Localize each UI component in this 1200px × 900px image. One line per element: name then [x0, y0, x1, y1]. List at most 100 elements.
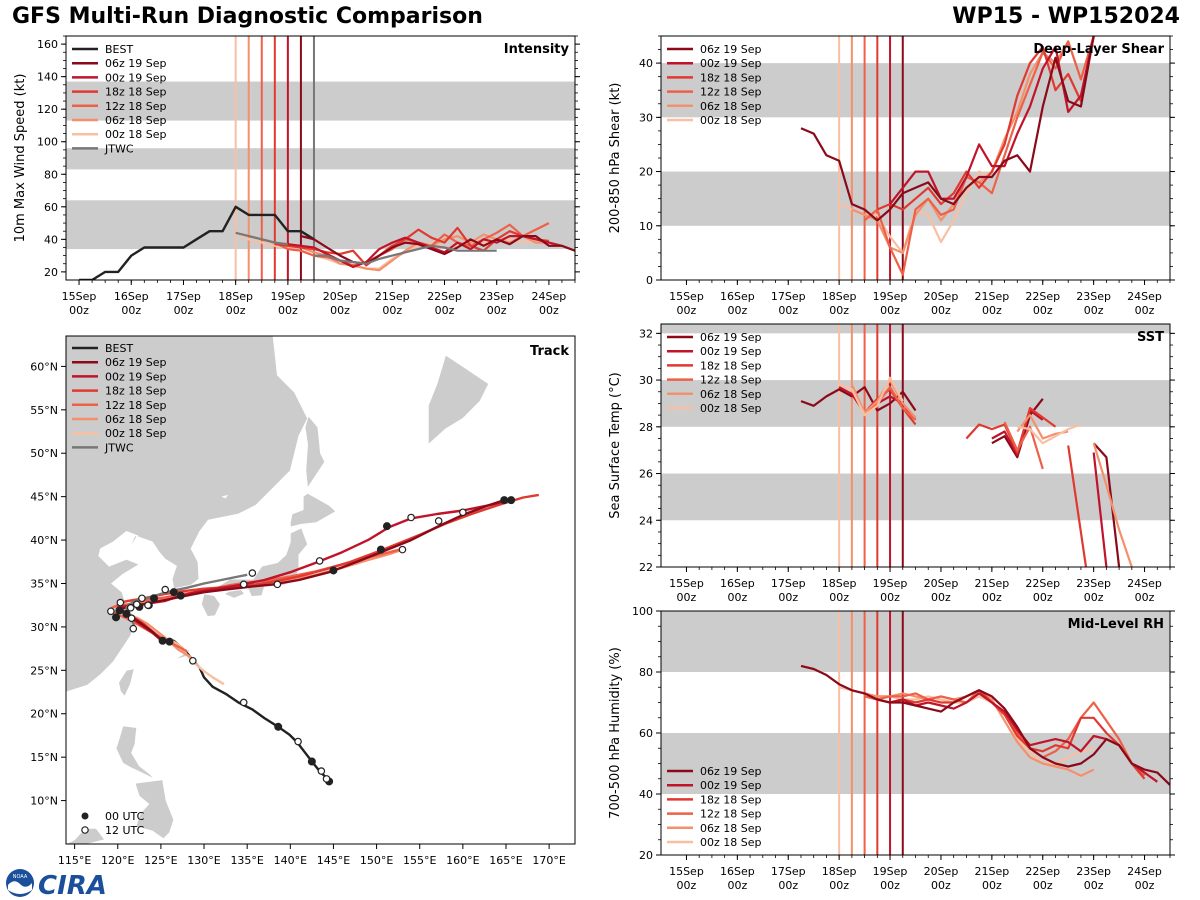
- x-tick-label-7: 22Sep 00z: [1025, 577, 1060, 604]
- series-line-8: [235, 231, 289, 246]
- series-sst: [800, 376, 1133, 567]
- x-tick-label-line: 21Sep: [375, 290, 410, 303]
- x-tick-label-line: 00z: [1135, 879, 1155, 892]
- x-tick-label-8: 23Sep 00z: [1076, 290, 1111, 317]
- marker-legend-12utc-label: 12 UTC: [105, 824, 145, 837]
- x-tick-label-line: 18Sep: [822, 290, 857, 303]
- band-sst-2: [661, 324, 1170, 334]
- y-tick-label-1: 40: [44, 233, 58, 246]
- panel-title-sst: SST: [1137, 330, 1164, 345]
- marker-12utc-15: [315, 557, 324, 565]
- land-taiwan: [118, 668, 135, 698]
- x-tick-label-line: 00z: [1084, 879, 1104, 892]
- x-tick-label-line: 00z: [677, 591, 697, 604]
- legend-label-5: 00z 18 Sep: [700, 836, 762, 849]
- legend-label-1: 00z 19 Sep: [700, 57, 762, 70]
- y-tick-label-5: 32: [639, 327, 653, 340]
- x-tick-label-6: 21Sep 00z: [974, 577, 1009, 604]
- x-tick-label-line: 23Sep: [479, 290, 514, 303]
- x-tick-label-3: 18Sep 00z: [822, 865, 857, 892]
- y-tick-label-3: 80: [639, 666, 653, 679]
- x-tick-label-line: 23Sep: [1076, 865, 1111, 878]
- x-tick-label-4: 19Sep 00z: [271, 290, 306, 317]
- x-tick-label-line: 00z: [1135, 591, 1155, 604]
- series-line-5: [800, 36, 1095, 222]
- legend-label-1: 06z 19 Sep: [105, 57, 167, 70]
- x-tick-label-3: 18Sep 00z: [822, 290, 857, 317]
- y-tick-label-6: 140: [37, 71, 58, 84]
- y-tick-label-0: 0: [646, 274, 653, 287]
- x-tick-label-line: 16Sep: [114, 290, 149, 303]
- band-intensity-1: [66, 148, 575, 170]
- legend-label-0: BEST: [105, 342, 133, 355]
- x-tick-label-4: 19Sep 00z: [873, 577, 908, 604]
- x-tick-label-line: 24Sep: [532, 290, 567, 303]
- marker-12utc-16: [398, 545, 407, 554]
- x-tick-label-line: 00z: [880, 304, 900, 317]
- y-tick-label-1: 10: [639, 220, 653, 233]
- panel-title-track: Track: [530, 344, 569, 359]
- legend-label-0: 06z 19 Sep: [700, 765, 762, 778]
- lake-lake: [221, 494, 229, 499]
- x-tick-label-line: 24Sep: [1127, 865, 1162, 878]
- marker-12utc-14: [273, 580, 282, 589]
- marker-legend-00utc-label: 00 UTC: [105, 810, 145, 823]
- x-tick-label-line: 00z: [1033, 591, 1053, 604]
- marker-12utc-10: [144, 601, 152, 609]
- y-axis-label-rh: 700-500 hPa Humidity (%): [608, 647, 623, 819]
- legend-label-0: BEST: [105, 43, 133, 56]
- x-tick-label-line: 19Sep: [271, 290, 306, 303]
- x-tick-label-line: 15Sep: [669, 290, 704, 303]
- lon-tick-label-0: 115°E: [58, 854, 91, 867]
- y-tick-label-2: 26: [639, 468, 653, 481]
- x-tick-label-line: 20Sep: [323, 290, 358, 303]
- series-line-13: [1092, 442, 1133, 567]
- x-tick-label-line: 24Sep: [1127, 290, 1162, 303]
- lon-tick-label-6: 145°E: [317, 854, 350, 867]
- x-tick-label-line: 20Sep: [924, 865, 959, 878]
- x-tick-label-2: 17Sep 00z: [771, 290, 806, 317]
- x-tick-label-line: 16Sep: [720, 290, 755, 303]
- marker-00utc-7: [112, 613, 121, 622]
- marker-12utc-3: [239, 698, 248, 707]
- marker-12utc-5: [129, 624, 138, 633]
- marker-12utc-6: [107, 607, 115, 616]
- x-tick-label-line: 00z: [226, 304, 246, 317]
- x-tick-label-line: 00z: [1033, 304, 1053, 317]
- x-tick-label-2: 17Sep 00z: [166, 290, 201, 317]
- legend-label-7: JTWC: [104, 441, 134, 454]
- x-tick-label-line: 17Sep: [771, 577, 806, 590]
- series-line-15: [1017, 423, 1082, 445]
- x-tick-label-line: 00z: [1084, 304, 1104, 317]
- x-tick-label-line: 00z: [931, 304, 951, 317]
- lon-tick-label-4: 135°E: [230, 854, 263, 867]
- x-tick-label-5: 20Sep 00z: [924, 577, 959, 604]
- x-tick-label-line: 00z: [539, 304, 559, 317]
- legend-label-4: 12z 18 Sep: [105, 399, 167, 412]
- y-tick-label-0: 20: [44, 266, 58, 279]
- x-tick-label-8: 23Sep 00z: [479, 290, 514, 317]
- series-line-6: [863, 388, 917, 426]
- marker-00utc-9: [149, 594, 158, 603]
- land-kyushu: [200, 593, 221, 617]
- y-tick-label-3: 28: [639, 421, 653, 434]
- x-tick-label-line: 00z: [1135, 304, 1155, 317]
- x-tick-label-line: 00z: [435, 304, 455, 317]
- lon-tick-label-1: 120°E: [101, 854, 134, 867]
- x-tick-label-line: 00z: [727, 304, 747, 317]
- y-tick-label-3: 80: [44, 168, 58, 181]
- x-tick-label-3: 18Sep 00z: [218, 290, 253, 317]
- y-tick-label-1: 24: [639, 514, 653, 527]
- legend-label-6: 00z 18 Sep: [105, 427, 167, 440]
- legend-label-5: 06z 18 Sep: [105, 413, 167, 426]
- x-tick-label-7: 22Sep 00z: [427, 290, 462, 317]
- x-tick-label-line: 19Sep: [873, 290, 908, 303]
- x-tick-label-line: 19Sep: [873, 577, 908, 590]
- marker-12utc-2: [294, 737, 302, 746]
- marker-12utc-20: [116, 598, 125, 607]
